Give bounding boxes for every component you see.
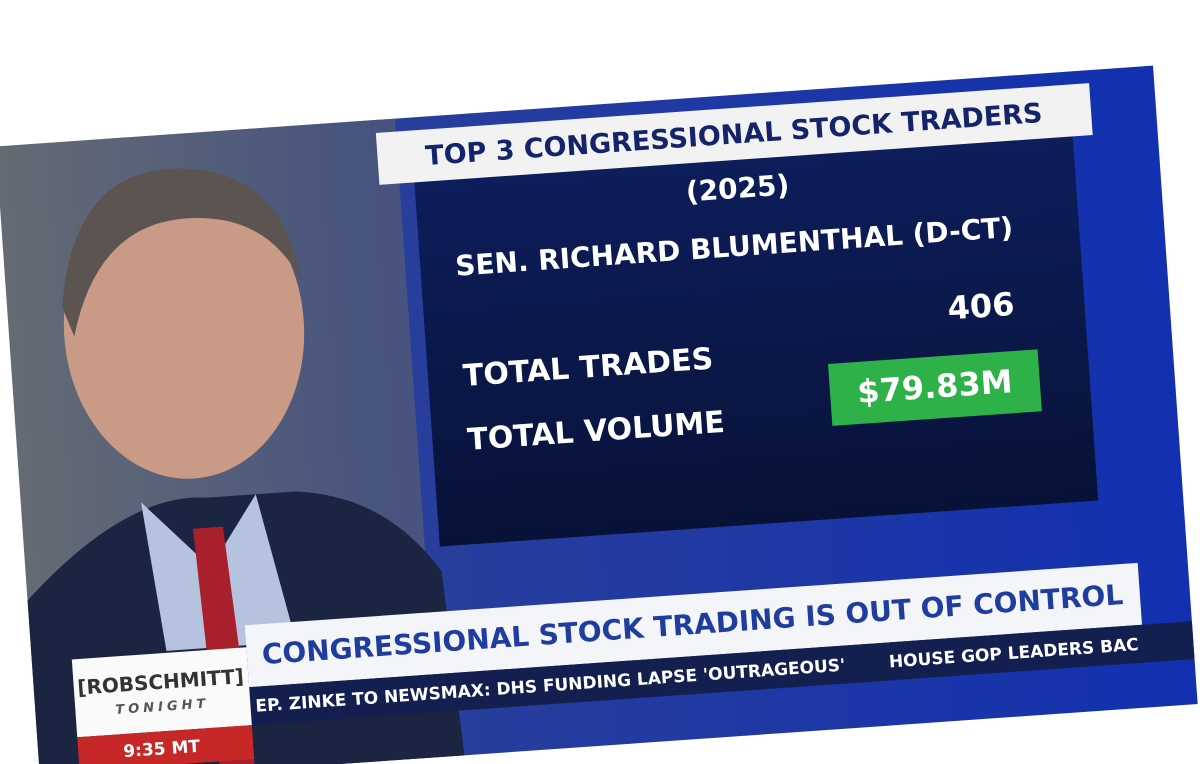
title-bar xyxy=(375,83,1093,185)
tv-frame: TOP 3 CONGRESSIONAL STOCK TRADERS (2025)… xyxy=(0,65,1198,764)
ticker-bar xyxy=(249,621,1195,726)
time-bar xyxy=(77,725,255,764)
info-panel xyxy=(413,121,1099,547)
logo-subtitle: TONIGHT xyxy=(115,697,210,719)
face xyxy=(63,178,305,479)
show-logo xyxy=(71,647,252,738)
hair xyxy=(62,168,301,337)
headline-bar xyxy=(244,562,1142,688)
graphic-year: (2025) xyxy=(685,168,791,208)
value-highlight xyxy=(828,349,1042,426)
row-value: 406 xyxy=(946,285,1015,328)
